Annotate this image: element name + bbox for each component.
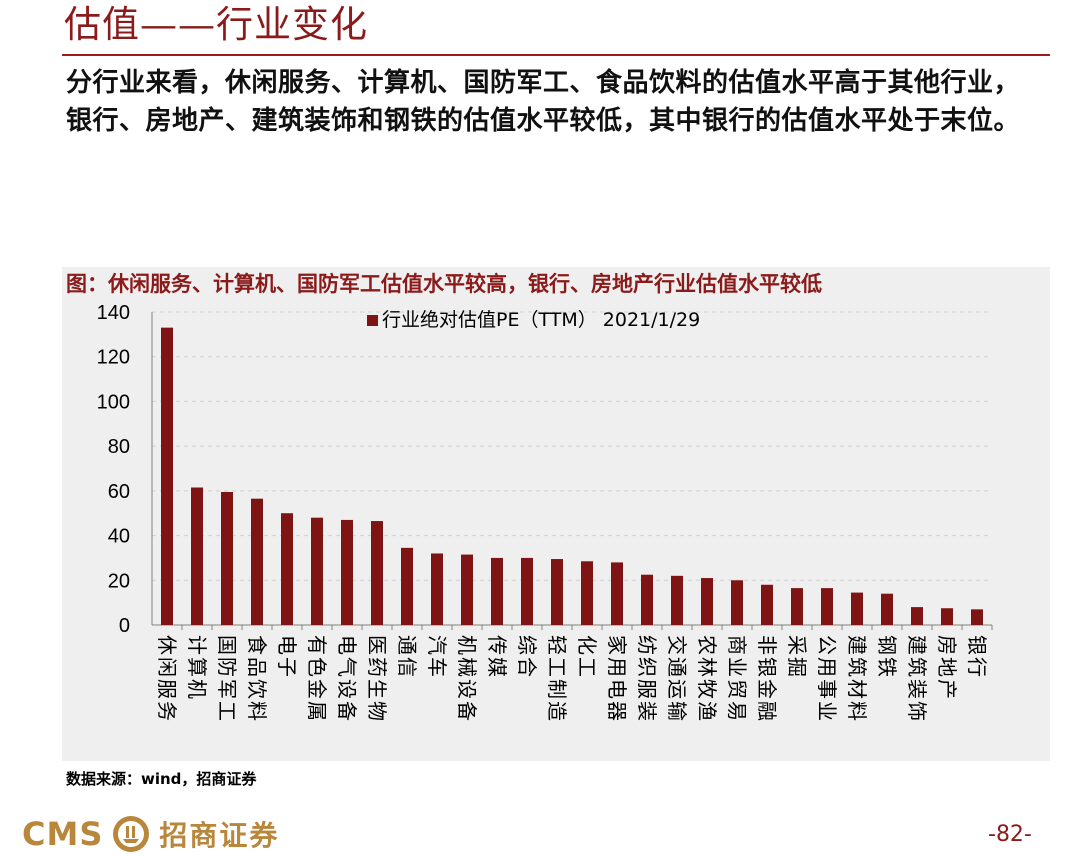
x-category-label: 电气设备 (335, 635, 359, 723)
bar-15 (611, 562, 623, 625)
x-category-label: 银行 (965, 635, 989, 679)
company-logo: CMS 招商证券 (22, 814, 279, 854)
x-category-label: 公用事业 (815, 635, 839, 723)
page-number: -82- (988, 822, 1032, 847)
bar-18 (701, 578, 713, 625)
title-divider (62, 54, 1050, 56)
bar-2 (221, 491, 233, 625)
x-category-label: 建筑材料 (845, 635, 869, 723)
x-category-label: 食品饮料 (245, 635, 269, 723)
bar-20 (761, 584, 773, 625)
y-tick-label: 60 (108, 481, 130, 503)
x-category-label: 商业贸易 (725, 635, 749, 723)
x-category-label: 有色金属 (305, 635, 329, 723)
bar-14 (581, 561, 593, 625)
x-category-label: 钢铁 (875, 635, 899, 679)
bar-0 (161, 327, 173, 625)
bar-4 (281, 513, 293, 625)
y-tick-label: 0 (119, 615, 130, 637)
bar-7 (371, 521, 383, 625)
cms-ship-logo-icon (113, 816, 150, 852)
x-category-label: 家用电器 (605, 635, 629, 723)
x-category-label: 汽车 (425, 635, 449, 679)
bar-23 (851, 592, 863, 625)
chart-title: 图：休闲服务、计算机、国防军工估值水平较高，银行、房地产行业估值水平较低 (66, 272, 822, 296)
bar-13 (551, 559, 563, 625)
y-tick-label: 100 (97, 391, 130, 413)
bar-10 (461, 554, 473, 625)
logo-chinese: 招商证券 (159, 819, 280, 852)
bar-9 (431, 553, 443, 625)
bar-12 (521, 557, 533, 625)
bar-21 (791, 588, 803, 625)
x-category-label: 综合 (515, 635, 539, 679)
x-category-label: 纺织服装 (635, 635, 659, 723)
x-category-label: 电子 (275, 635, 299, 679)
x-category-label: 医药生物 (365, 635, 389, 723)
x-category-label: 建筑装饰 (905, 635, 929, 723)
bar-8 (401, 547, 413, 625)
x-category-label: 采掘 (785, 635, 809, 679)
bar-17 (671, 575, 683, 625)
y-tick-label: 40 (108, 526, 130, 548)
x-category-label: 机械设备 (455, 635, 479, 723)
x-category-label: 休闲服务 (155, 635, 179, 723)
bar-22 (821, 588, 833, 625)
logo-latin: CMS (22, 815, 104, 853)
y-tick-label: 140 (97, 302, 130, 324)
legend-label: 行业绝对估值PE（TTM） 2021/1/29 (382, 309, 700, 331)
summary-text: 分行业来看，休闲服务、计算机、国防军工、食品饮料的估值水平高于其他行业，银行、房… (66, 68, 1021, 136)
x-category-label: 房地产 (935, 635, 959, 701)
bar-27 (971, 609, 983, 625)
bar-19 (731, 580, 743, 625)
x-category-label: 非银金融 (755, 635, 779, 723)
bar-16 (641, 574, 653, 625)
x-category-label: 国防军工 (215, 635, 239, 723)
data-source: 数据来源：wind，招商证券 (66, 770, 257, 788)
y-tick-label: 120 (97, 347, 130, 369)
x-category-label: 传媒 (485, 635, 509, 679)
bar-3 (251, 498, 263, 625)
bar-6 (341, 519, 353, 625)
legend-swatch (367, 315, 378, 326)
x-category-label: 计算机 (185, 635, 209, 701)
x-category-label: 轻工制造 (545, 635, 569, 723)
bar-11 (491, 557, 503, 625)
page-title: 估值——行业变化 (64, 3, 368, 46)
bar-24 (881, 593, 893, 625)
x-category-label: 化工 (575, 635, 599, 679)
bar-5 (311, 517, 323, 625)
x-category-label: 农林牧渔 (695, 635, 719, 723)
x-category-label: 通信 (395, 635, 419, 679)
x-category-label: 交通运输 (665, 635, 689, 723)
bar-26 (941, 608, 953, 625)
bar-1 (191, 487, 203, 625)
y-tick-label: 80 (108, 436, 130, 458)
bar-25 (911, 607, 923, 625)
y-tick-label: 20 (108, 570, 130, 592)
bar-chart: 0 20 40 60 80 100 120 140 休闲服务 计算机 国防军工 食品饮料 电子 有色金属电… (97, 302, 993, 723)
